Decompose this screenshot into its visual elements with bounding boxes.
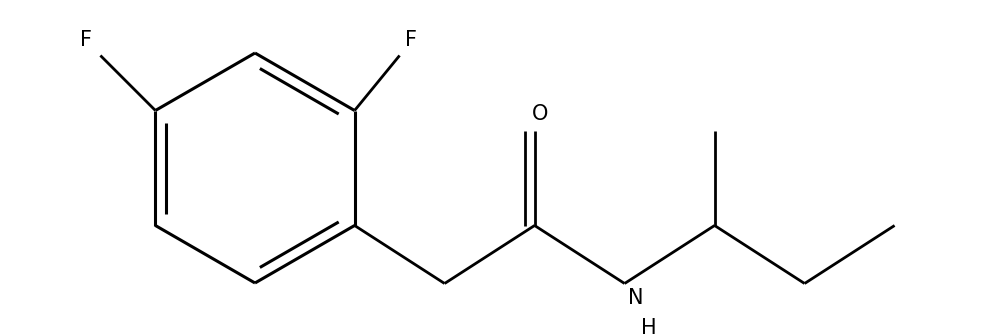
Text: F: F [404, 31, 416, 50]
Text: O: O [531, 104, 548, 125]
Text: F: F [80, 31, 92, 50]
Text: N: N [627, 289, 643, 308]
Text: H: H [640, 319, 656, 336]
